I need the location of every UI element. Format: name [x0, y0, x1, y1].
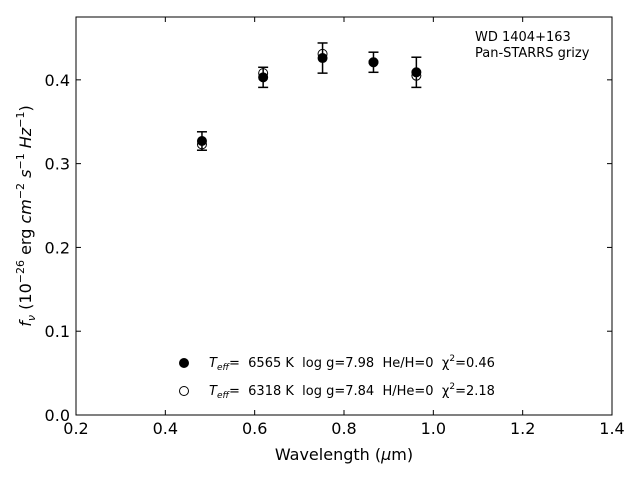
x-tick-label: 0.8 [331, 419, 356, 438]
annotation-line-2: Pan-STARRS grizy [475, 46, 590, 61]
observed-point-filled [317, 53, 328, 64]
legend-marker-open [179, 386, 189, 396]
observed-point-filled [411, 67, 422, 78]
x-axis-label: Wavelength (μm) [275, 445, 413, 464]
x-tick-label: 1.2 [510, 419, 535, 438]
observed-point-filled [258, 72, 269, 83]
annotation-line-1: WD 1404+163 [475, 30, 571, 45]
data-marks [196, 42, 422, 151]
x-tick-label: 0.2 [63, 419, 88, 438]
legend-marker-filled [179, 358, 189, 368]
observed-point-filled [196, 136, 207, 147]
y-tick-label: 0.2 [45, 238, 70, 257]
x-tick-label: 0.6 [242, 419, 267, 438]
observed-point-filled [368, 57, 379, 68]
y-tick-label: 0.3 [45, 155, 70, 174]
legend-label-2: Teff= 6318 K log g=7.84 H/He=0 χ2=2.18 [209, 382, 495, 401]
legend: Teff= 6565 K log g=7.98 He/H=0 χ2=0.46 T… [179, 354, 495, 401]
axes: 0.2 0.4 0.6 0.8 1.0 1.2 1.4 0.0 0.1 0.2 0.3 0.4 [45, 16, 625, 438]
x-tick-label: 1.4 [599, 419, 624, 438]
x-tick-label: 0.4 [153, 419, 178, 438]
y-tick-label: 0.1 [45, 322, 70, 341]
y-tick-label: 0.4 [45, 71, 70, 90]
y-axis-label: fν (10−26 erg cm−2 s−1 Hz−1) [14, 105, 38, 326]
legend-label-1: Teff= 6565 K log g=7.98 He/H=0 χ2=0.46 [209, 354, 495, 373]
y-tick-label: 0.0 [45, 406, 70, 425]
x-tick-label: 1.0 [421, 419, 446, 438]
